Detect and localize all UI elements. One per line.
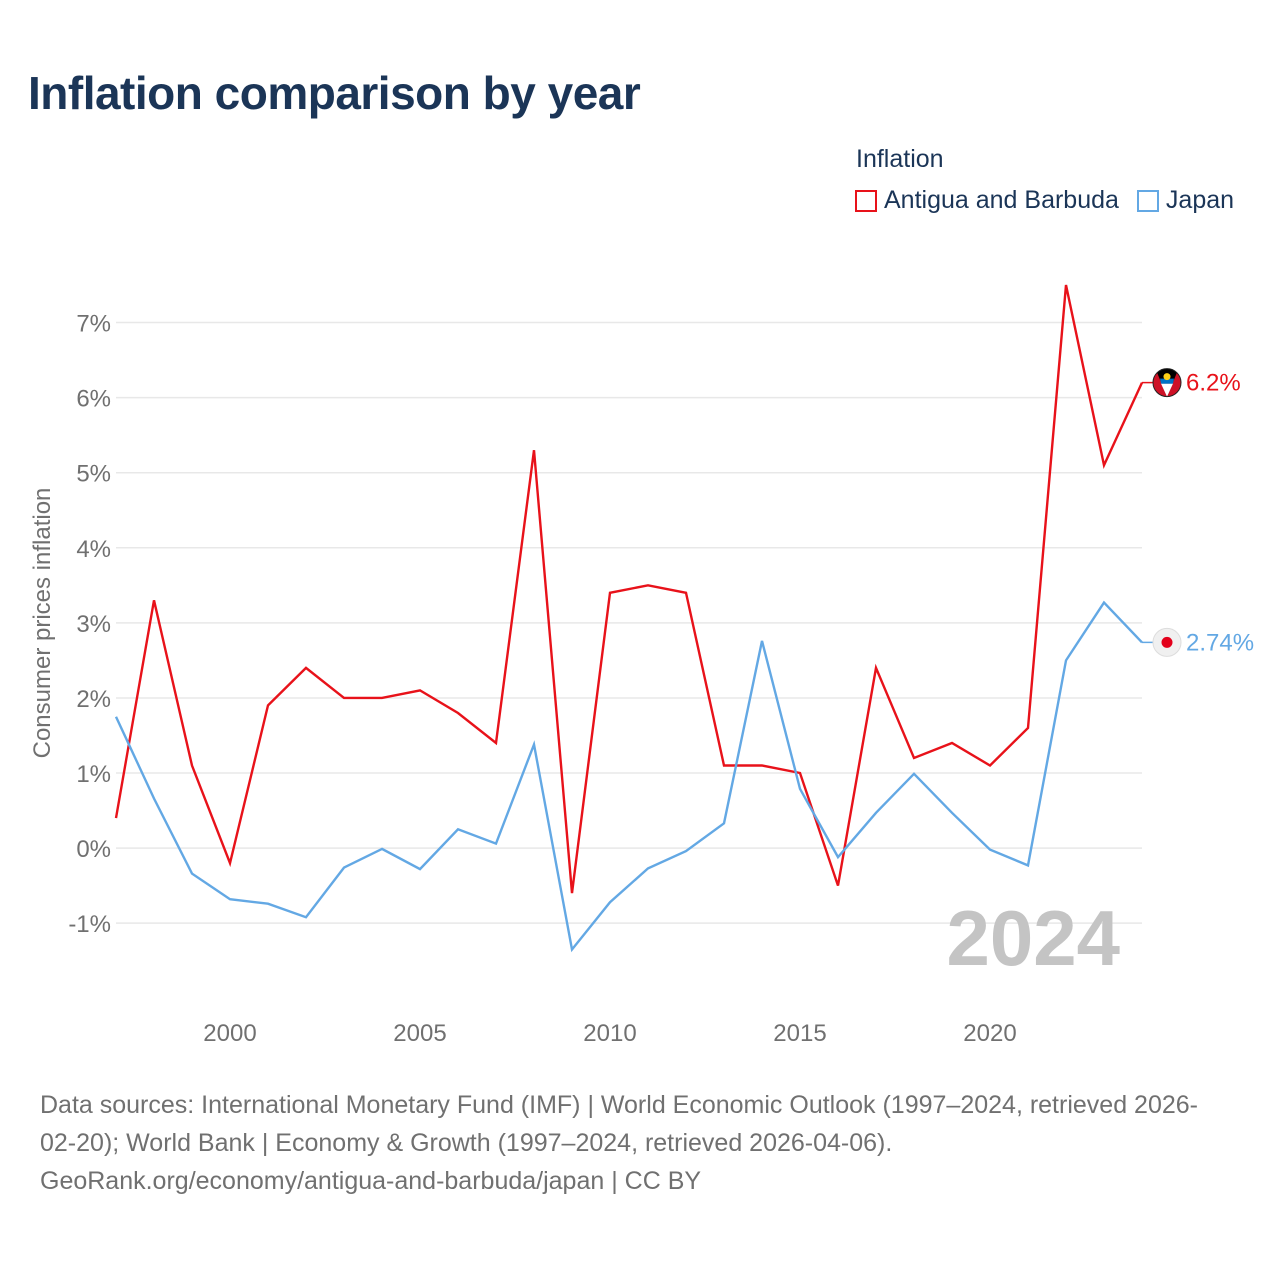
legend-swatch-antigua: [855, 189, 877, 212]
y-tick-label: 5%: [76, 461, 111, 488]
footer-line-1: Data sources: International Monetary Fun…: [40, 1091, 1198, 1119]
x-tick-labels: 2000 2005 2010 2015 2020: [203, 1020, 1016, 1047]
x-tick-label: 2010: [583, 1020, 636, 1047]
chart-title: Inflation comparison by year: [28, 67, 641, 119]
y-tick-label: 2%: [76, 686, 111, 713]
y-tick-label: 1%: [76, 761, 111, 788]
legend-swatch-japan: [1136, 189, 1159, 212]
legend: Antigua and Barbuda Japan: [855, 186, 1252, 215]
series-line-japan: [114, 600, 1143, 953]
x-tick-label: 2000: [203, 1020, 256, 1047]
end-value-label-antigua: 6.2%: [1186, 370, 1241, 397]
legend-title: Inflation: [856, 145, 944, 173]
line-chart: -1% 0% 1% 2% 3% 4% 5% 6% 7% 2000 2005 2010 2015 2020…: [29, 284, 1254, 1047]
legend-label-japan: Japan: [1165, 186, 1235, 214]
y-tick-label: 7%: [76, 311, 111, 338]
legend-item-antigua[interactable]: Antigua and Barbuda: [855, 186, 1119, 215]
y-axis-label: Consumer prices inflation: [29, 488, 56, 759]
y-tick-label: 0%: [76, 836, 111, 863]
y-tick-labels: -1% 0% 1% 2% 3% 4% 5% 6% 7%: [68, 311, 111, 939]
footer-line-2: 02-20); World Bank | Economy & Growth (1…: [40, 1129, 893, 1157]
footer-line-3[interactable]: GeoRank.org/economy/antigua-and-barbuda/…: [40, 1167, 702, 1195]
x-tick-label: 2020: [963, 1020, 1016, 1047]
year-watermark: 2024: [946, 894, 1120, 982]
y-tick-label: 6%: [76, 386, 111, 413]
x-tick-label: 2015: [773, 1020, 826, 1047]
grid-lines: [116, 321, 1142, 924]
antigua-flag-icon: [1152, 368, 1182, 398]
legend-label-antigua: Antigua and Barbuda: [884, 186, 1119, 214]
legend-item-japan[interactable]: Japan: [1136, 186, 1235, 215]
footer-sources: Data sources: International Monetary Fun…: [40, 1086, 1250, 1200]
y-tick-label: 4%: [76, 536, 111, 563]
y-tick-label: -1%: [68, 911, 111, 938]
end-value-label-japan: 2.74%: [1186, 629, 1254, 656]
japan-flag-icon: [1152, 627, 1182, 657]
series-line-antigua: [114, 284, 1144, 894]
y-tick-label: 3%: [76, 611, 111, 638]
x-tick-label: 2005: [393, 1020, 446, 1047]
